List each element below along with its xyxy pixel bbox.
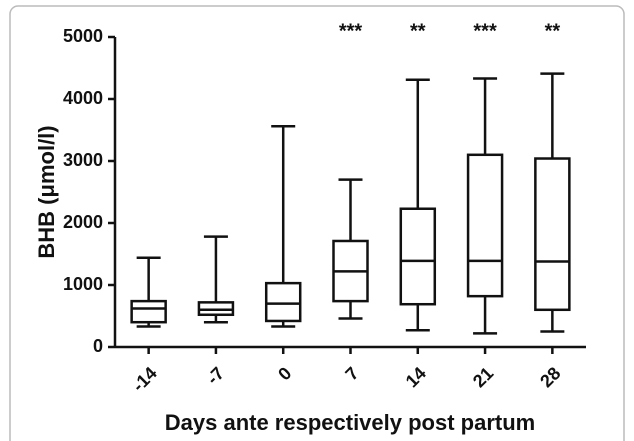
x-tick-label: 28: [536, 363, 564, 391]
frame: [9, 5, 625, 441]
y-axis-label: BHB (μmol/l): [34, 125, 59, 258]
x-tick-label: -7: [203, 363, 228, 388]
x-tick-label: 14: [402, 363, 430, 391]
box: [466, 153, 504, 298]
x-tick-label: 0: [274, 363, 295, 384]
y-tick-label: 3000: [63, 150, 103, 170]
y-tick-label: 4000: [63, 88, 103, 108]
significance-marker: **: [410, 20, 426, 42]
y-tick-label: 1000: [63, 274, 103, 294]
y-tick-label: 2000: [63, 212, 103, 232]
x-tick-label: 21: [469, 363, 497, 391]
significance-marker: ***: [339, 20, 363, 42]
box: [399, 207, 437, 306]
x-tick-label: 7: [341, 363, 362, 384]
significance-marker: **: [545, 20, 561, 42]
significance-marker: ***: [473, 20, 497, 42]
x-tick-label: -14: [128, 363, 161, 396]
box: [130, 299, 167, 324]
y-tick-label: 5000: [63, 26, 103, 46]
box: [264, 281, 302, 323]
y-tick-label: 0: [93, 336, 103, 356]
box: [534, 157, 571, 312]
x-axis-label: Days ante respectively post partum: [165, 410, 535, 435]
